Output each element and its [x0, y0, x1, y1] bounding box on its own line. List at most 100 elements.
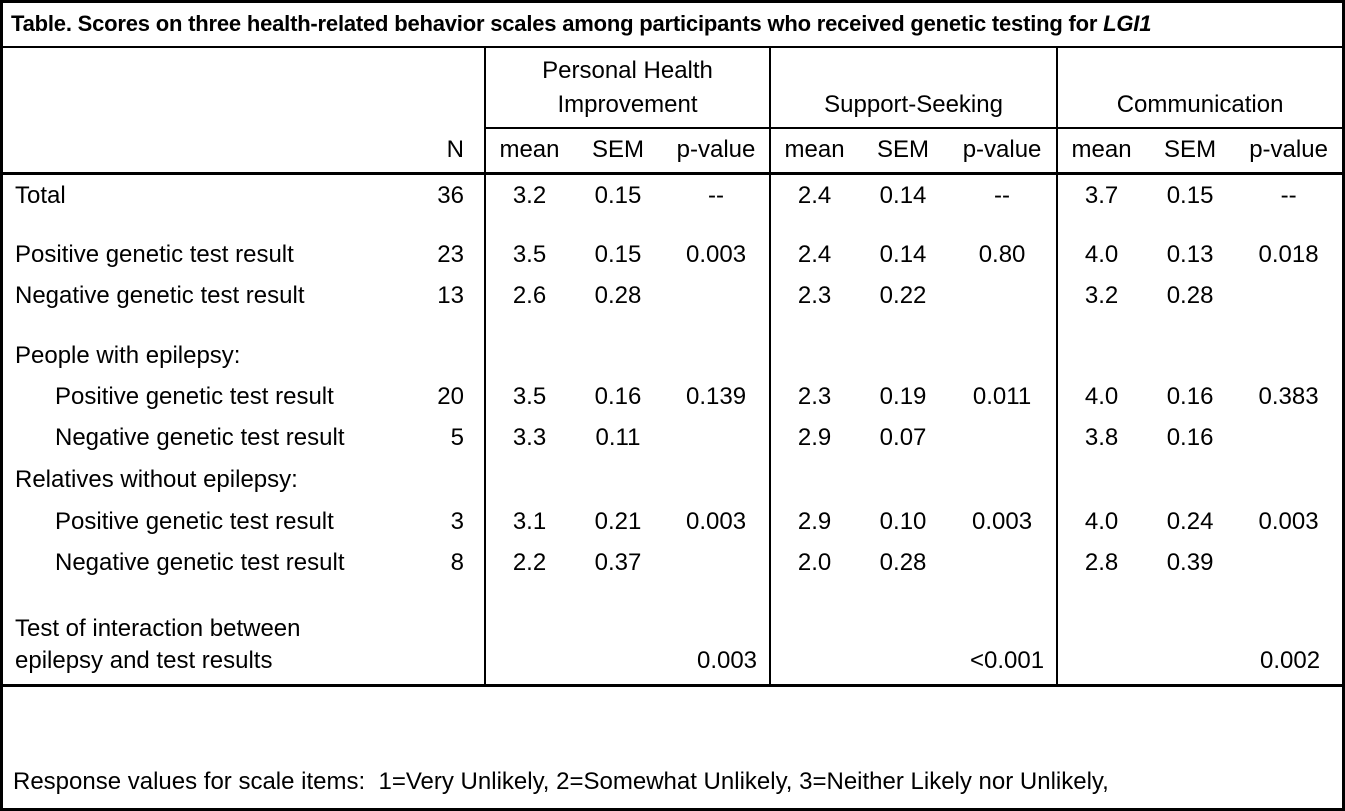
- row-label: Negative genetic test result: [15, 281, 305, 309]
- sem-cell: 0.16: [594, 382, 642, 410]
- phi-mean-header: mean: [485, 128, 573, 175]
- mean-cell: 2.8: [1084, 548, 1119, 576]
- row-label: Negative genetic test result: [55, 548, 345, 576]
- sem-cell: 0.15: [1166, 182, 1214, 210]
- n-cell: 20: [421, 376, 486, 417]
- group-header-row: Personal Health Improvement Support-Seek…: [3, 48, 1342, 129]
- table-row-positive-epilepsy: Positive genetic test result 20 3.5 0.16…: [3, 376, 1342, 417]
- phi-sem-header: SEM: [573, 128, 663, 175]
- interaction-pvalue-comm: 0.002: [1260, 647, 1321, 674]
- sem-cell: 0.28: [594, 281, 642, 309]
- row-label: Negative genetic test result: [55, 423, 345, 451]
- n-cell: 5: [421, 417, 486, 458]
- comm-mean-header: mean: [1057, 128, 1146, 175]
- mean-cell: 2.3: [797, 382, 832, 410]
- n-cell: 8: [421, 542, 486, 583]
- sem-cell: 0.28: [879, 548, 927, 576]
- n-cell: 23: [421, 234, 486, 275]
- mean-cell: 4.0: [1084, 382, 1119, 410]
- row-label: Total: [15, 182, 66, 210]
- sem-cell: 0.15: [594, 240, 642, 268]
- mean-cell: 3.3: [512, 423, 547, 451]
- row-label: Positive genetic test result: [55, 382, 334, 410]
- table-row-positive-relatives: Positive genetic test result 3 3.1 0.21 …: [3, 501, 1342, 542]
- mean-cell: 3.1: [512, 507, 547, 535]
- row-label: Positive genetic test result: [55, 507, 334, 535]
- pvalue-cell: 0.003: [663, 501, 772, 542]
- n-cell: 36: [421, 173, 486, 218]
- table-title-text: Table. Scores on three health-related be…: [11, 11, 1104, 36]
- sem-cell: 0.14: [879, 182, 927, 210]
- phi-pvalue-header: p-value: [663, 128, 772, 175]
- mean-cell: 2.4: [797, 240, 832, 268]
- pvalue-cell: [948, 417, 1059, 458]
- table-row-negative-overall: Negative genetic test result 13 2.6 0.28…: [3, 275, 1342, 316]
- mean-cell: 2.2: [512, 548, 547, 576]
- pvalue-cell: [1235, 542, 1342, 583]
- sem-cell: 0.16: [1166, 382, 1214, 410]
- pvalue-cell: 0.003: [663, 234, 772, 275]
- sem-cell: 0.10: [879, 507, 927, 535]
- sem-cell: 0.37: [594, 548, 642, 576]
- sem-cell: 0.39: [1166, 548, 1214, 576]
- pvalue-cell: 0.80: [948, 234, 1059, 275]
- mean-cell: 4.0: [1084, 507, 1119, 535]
- ss-pvalue-header: p-value: [948, 128, 1059, 175]
- mean-cell: 3.2: [1084, 281, 1119, 309]
- sem-cell: 0.14: [879, 240, 927, 268]
- section-label: People with epilepsy:: [15, 341, 241, 369]
- n-cell: 13: [421, 275, 486, 316]
- pvalue-cell: [948, 275, 1059, 316]
- ss-mean-header: mean: [770, 128, 859, 175]
- pvalue-cell: 0.383: [1258, 382, 1319, 410]
- sem-cell: 0.19: [879, 382, 927, 410]
- column-header-n: N: [421, 128, 486, 175]
- group-header-personal-health-improvement: Personal Health Improvement: [485, 48, 772, 129]
- comm-sem-header: SEM: [1145, 128, 1236, 175]
- header-label-cell: [3, 128, 421, 175]
- table-row-positive-overall: Positive genetic test result 23 3.5 0.15…: [3, 234, 1342, 275]
- table-row-interaction-line2: epilepsy and test results 0.003 <0.001 0…: [3, 645, 1342, 684]
- group-header-line2: Improvement: [557, 91, 698, 118]
- mean-cell: 4.0: [1084, 240, 1119, 268]
- table-row-interaction-line1: Test of interaction between: [3, 610, 1342, 645]
- mean-cell: 3.5: [512, 382, 547, 410]
- pvalue-cell: 0.139: [663, 376, 772, 417]
- gene-name-italic: LGI1: [1103, 11, 1152, 36]
- sem-cell: 0.13: [1166, 240, 1214, 268]
- n-cell: 3: [421, 501, 486, 542]
- table-row-negative-epilepsy: Negative genetic test result 5 3.3 0.11 …: [3, 417, 1342, 458]
- sem-cell: 0.11: [595, 423, 641, 451]
- pvalue-cell: [1235, 417, 1342, 458]
- pvalue-cell: --: [663, 173, 772, 218]
- spacer-row: [3, 583, 1342, 610]
- interaction-label-line2: epilepsy and test results: [3, 645, 486, 684]
- interaction-pvalue-phi: 0.003: [485, 645, 772, 684]
- row-label: Positive genetic test result: [15, 240, 294, 268]
- pvalue-cell: [663, 417, 772, 458]
- table-row-negative-relatives: Negative genetic test result 8 2.2 0.37 …: [3, 542, 1342, 583]
- pvalue-cell: [663, 275, 772, 316]
- pvalue-cell: 0.003: [948, 501, 1059, 542]
- column-header-row: N mean SEM p-value mean SEM p-value mean…: [3, 128, 1342, 175]
- scores-table: Personal Health Improvement Support-Seek…: [3, 48, 1342, 684]
- mean-cell: 2.9: [797, 507, 832, 535]
- mean-cell: 2.3: [797, 281, 832, 309]
- mean-cell: 2.4: [797, 182, 832, 210]
- mean-cell: 2.9: [797, 423, 832, 451]
- table-title: Table. Scores on three health-related be…: [3, 3, 1342, 48]
- pvalue-cell: [948, 542, 1059, 583]
- pvalue-cell: --: [1280, 182, 1297, 210]
- sem-cell: 0.22: [879, 281, 927, 309]
- pvalue-cell: --: [948, 173, 1059, 218]
- section-label: Relatives without epilepsy:: [15, 465, 298, 493]
- pvalue-cell: [663, 542, 772, 583]
- table-footnotes: Response values for scale items: 1=Very …: [3, 684, 1342, 808]
- sem-cell: 0.21: [594, 507, 642, 535]
- mean-cell: 3.8: [1084, 423, 1119, 451]
- interaction-label-line1: Test of interaction between: [3, 610, 486, 645]
- sem-cell: 0.07: [879, 423, 927, 451]
- group-header-support-seeking: Support-Seeking: [770, 48, 1059, 129]
- mean-cell: 2.6: [512, 281, 547, 309]
